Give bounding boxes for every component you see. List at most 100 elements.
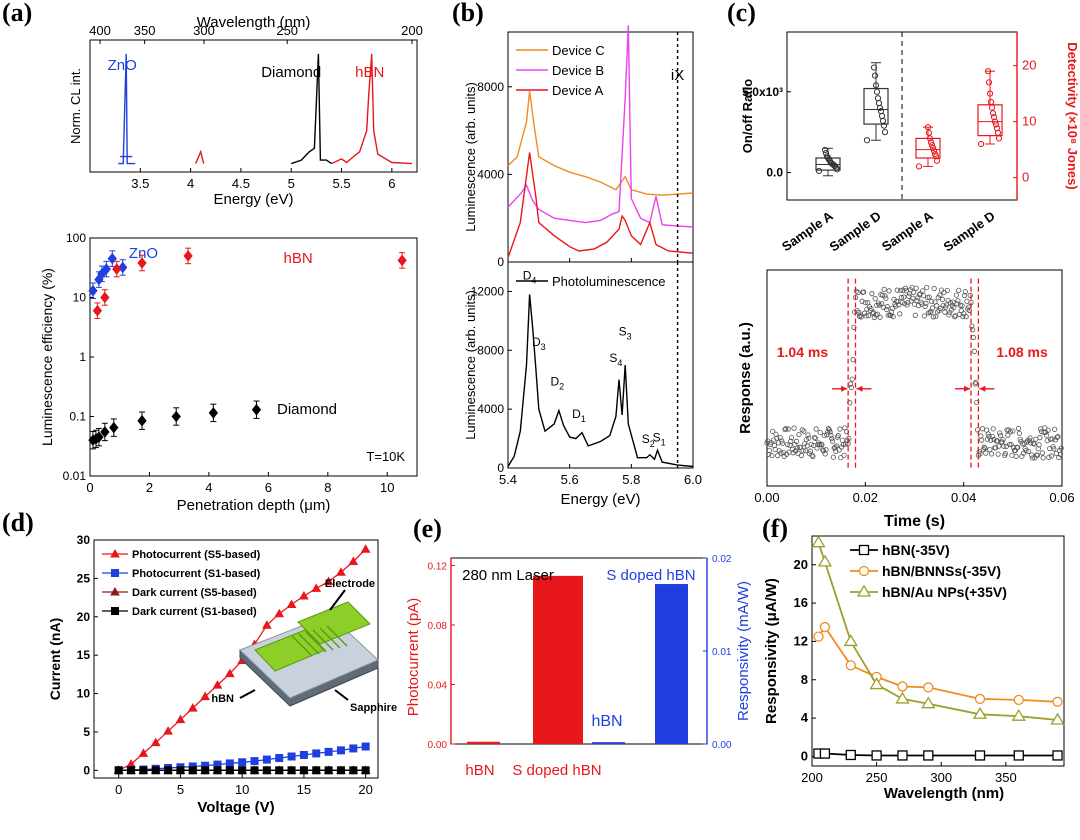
- y-tick-label: 15: [77, 648, 91, 662]
- response-point: [840, 441, 846, 448]
- a-bottom-x-tick-label: 2: [146, 480, 153, 495]
- response-point: [894, 287, 900, 293]
- legend-label: Photocurrent (S1-based): [132, 568, 261, 580]
- response-point: [866, 312, 872, 319]
- data-marker: [324, 766, 333, 775]
- interdigital-finger: [298, 633, 320, 655]
- data-marker: [336, 746, 345, 755]
- a-bottom-x-tick-label: 10: [380, 480, 394, 495]
- response-point: [929, 305, 936, 311]
- data-marker: [225, 766, 234, 775]
- box-point: [815, 167, 823, 175]
- response-point: [770, 428, 776, 434]
- box-point: [871, 72, 879, 79]
- response-point: [944, 287, 950, 294]
- data-marker: [1052, 750, 1063, 761]
- data-marker: [262, 766, 271, 775]
- response-point: [791, 425, 797, 431]
- response-point: [834, 443, 840, 449]
- box-point: [987, 98, 995, 106]
- data-marker: [921, 696, 936, 709]
- c-bottom-frame: [766, 269, 1063, 487]
- data-marker: [312, 749, 321, 758]
- c-bottom-x-tick-label: 0.04: [951, 490, 976, 505]
- box-point: [988, 104, 996, 111]
- legend-label: hBN/BNNSs(-35V): [882, 563, 1001, 579]
- y-tick-label-right: 0: [1022, 170, 1029, 185]
- response-point: [829, 438, 836, 444]
- response-point: [1045, 427, 1051, 433]
- panel-label-f: (f): [762, 514, 788, 543]
- response-point: [1052, 426, 1058, 432]
- annotation-hbn: hBN: [211, 693, 234, 705]
- panel-label-d: (d): [2, 508, 34, 537]
- y-tick-label: 0.0: [766, 166, 783, 180]
- a-bottom-x-tick-label: 6: [265, 480, 272, 495]
- b-bottom-x-tick-label: 5.4: [499, 472, 517, 487]
- response-point: [783, 425, 789, 432]
- box-point: [933, 157, 941, 164]
- data-marker: [150, 737, 161, 747]
- response-point: [1023, 447, 1029, 454]
- response-point: [990, 426, 996, 432]
- data-marker: [187, 703, 198, 712]
- annotation-fall-time: 1.08 ms: [996, 344, 1048, 360]
- box-point: [872, 82, 880, 89]
- y-axis-label: Luminescence (arb. units): [463, 290, 478, 440]
- response-point: [955, 298, 961, 304]
- box-point: [879, 117, 887, 124]
- data-marker: [897, 750, 908, 761]
- box-point: [874, 95, 882, 102]
- response-point: [820, 447, 826, 453]
- y-tick-label: 1: [79, 350, 86, 364]
- y-tick-label: 8000: [477, 80, 504, 94]
- response-point: [927, 309, 933, 316]
- response-point: [1039, 450, 1045, 456]
- data-marker: [176, 766, 185, 775]
- data-marker: [336, 567, 346, 576]
- y-tick-label-right: 10: [1022, 114, 1036, 129]
- box-point: [986, 90, 994, 97]
- bar-photocurrent: [533, 575, 583, 744]
- data-marker: [138, 748, 149, 757]
- y-tick-label: 0.04: [428, 680, 448, 691]
- annotation-laser: 280 nm Laser: [462, 567, 554, 584]
- f-x-tick-label: 200: [801, 770, 823, 785]
- top-tick-label: 400: [89, 23, 111, 38]
- response-point: [1030, 440, 1036, 446]
- response-point: [794, 445, 800, 451]
- response-point: [872, 296, 878, 302]
- data-marker: [895, 691, 910, 704]
- response-point: [1054, 434, 1060, 440]
- bar-responsivity: [592, 742, 625, 744]
- data-marker: [348, 556, 359, 565]
- y-tick-label: 5: [83, 725, 90, 739]
- response-point: [1010, 428, 1016, 434]
- b-bottom-x-tick-label: 6.0: [684, 472, 702, 487]
- response-point: [1029, 452, 1035, 458]
- data-marker: [1013, 694, 1024, 706]
- y-tick-label: 12000: [471, 284, 505, 298]
- response-point: [904, 302, 910, 308]
- series-line-device-c: [507, 91, 694, 196]
- response-point: [863, 313, 869, 319]
- data-marker: [923, 750, 934, 761]
- y-axis-label: Norm. CL int.: [68, 68, 83, 144]
- a-bottom-frame: [89, 237, 418, 477]
- response-point: [984, 436, 991, 442]
- panel-label-e: (e): [413, 514, 442, 543]
- box-point: [924, 124, 932, 131]
- box-body: [863, 87, 889, 125]
- data-marker: [349, 744, 358, 753]
- response-point: [987, 446, 993, 453]
- response-point: [926, 294, 932, 300]
- response-point: [988, 451, 995, 457]
- response-point: [861, 289, 867, 295]
- data-marker: [349, 766, 358, 775]
- data-marker: [869, 677, 884, 690]
- panel-label-b: (b): [452, 0, 484, 27]
- bar-photocurrent: [467, 741, 500, 744]
- interdigital-finger: [319, 627, 341, 649]
- box-point: [990, 114, 998, 121]
- response-point: [1040, 455, 1046, 461]
